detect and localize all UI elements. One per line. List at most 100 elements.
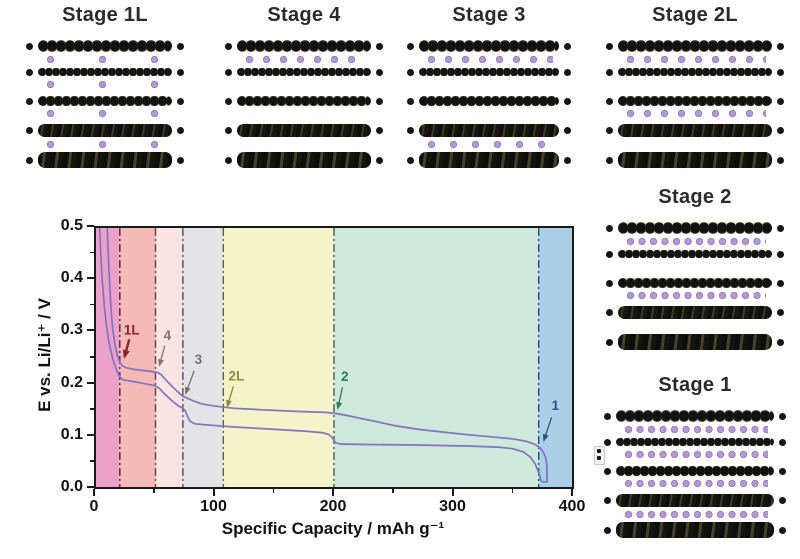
y-tick-label: 0.4 [60, 269, 83, 287]
y-minor-tick [90, 251, 94, 254]
y-tick-label: 0.3 [60, 321, 83, 339]
lithium-ion-row [622, 511, 768, 518]
x-minor-tick [511, 489, 514, 493]
x-major-tick [332, 489, 334, 496]
stage-region [119, 228, 156, 487]
x-major-tick [93, 489, 95, 496]
y-major-tick [87, 433, 94, 436]
x-major-tick [571, 489, 573, 496]
lithium-ion-row [622, 451, 768, 458]
y-tick-label: 0.0 [60, 478, 83, 495]
annotation-arrowhead [158, 358, 164, 367]
x-minor-tick [272, 489, 275, 493]
lithium-ion-row [622, 426, 768, 433]
stage-region [182, 228, 224, 487]
lithium-ion-row [44, 56, 166, 63]
graphene-layer [604, 522, 786, 538]
y-major-tick [87, 486, 94, 488]
graphene-layer [606, 124, 784, 137]
graphene-layer [604, 466, 786, 476]
x-tick-label: 400 [558, 498, 586, 515]
stage-title-stage-4: Stage 4 [267, 4, 341, 26]
lithium-ion-row [243, 56, 365, 63]
voltage-curve-delithiation [106, 228, 548, 483]
panel-stage-4: Stage 4 [224, 4, 384, 172]
lithium-ion-row [425, 56, 553, 63]
y-major-tick [87, 225, 94, 227]
lithium-ion-row [624, 56, 766, 63]
graphene-layer [26, 152, 184, 168]
lithium-ion-row [44, 110, 166, 117]
voltage-capacity-chart: 1L 4 3 2L 2 1 0 100 200 300 400 0.0 0.1 0.2 0.3 0.4 0.5… [28, 202, 594, 559]
graphene-layer [407, 68, 571, 76]
y-tick-label: 0.5 [60, 217, 83, 234]
x-minor-tick [392, 489, 394, 493]
stage-annotation-label: 3 [195, 352, 203, 367]
graphene-layer [26, 68, 184, 76]
y-axis-title: E vs. Li/Li⁺ / V [35, 298, 54, 412]
x-tick-label: 200 [319, 498, 347, 515]
lithium-ion-row [624, 110, 766, 117]
y-minor-tick [90, 408, 94, 410]
graphene-layer [606, 222, 784, 234]
lithium-ion-row [624, 292, 766, 299]
x-major-tick [451, 489, 454, 496]
lithium-ion-row [622, 480, 768, 487]
y-tick-label: 0.2 [60, 373, 83, 391]
stage-region [96, 228, 120, 487]
graphene-layer [606, 68, 784, 76]
graphene-layer [26, 40, 184, 52]
graphene-layer [604, 438, 786, 446]
stage-annotation-label: 2L [229, 369, 245, 384]
y-minor-tick [90, 460, 94, 462]
stage-region [223, 228, 334, 487]
graphene-layer [606, 250, 784, 258]
lithium-ion-row [44, 141, 166, 148]
panel-stage-2L: Stage 2L [605, 4, 785, 172]
graphene-layer [606, 96, 784, 106]
crystal-structure-stage-2 [605, 222, 785, 354]
annotation-arrow [544, 417, 553, 437]
graphene-layer [407, 124, 571, 137]
annotation-arrow [227, 386, 234, 403]
graphene-layer [606, 334, 784, 350]
y-minor-tick [90, 356, 94, 358]
graphene-layer [606, 152, 784, 168]
crystal-structure-stage-2L [605, 40, 785, 172]
x-tick-label: 300 [439, 498, 466, 515]
graphene-layer [225, 40, 383, 52]
lithium-ion-row [624, 238, 766, 245]
lithium-ion-row [425, 141, 553, 148]
panel-stage-1: Stage 1 [603, 374, 787, 542]
panel-stage-1L: Stage 1L [25, 4, 185, 172]
x-tick-label: 0 [89, 498, 99, 515]
stage-title-stage-1L: Stage 1L [62, 4, 148, 26]
crystal-structure-stage-1 [603, 410, 787, 542]
annotation-arrow [338, 387, 344, 405]
annotation-arrowhead [185, 386, 191, 395]
stage-title-stage-1: Stage 1 [658, 374, 732, 396]
stage-annotation-label: 2 [341, 369, 349, 384]
y-tick-label: 0.1 [60, 425, 83, 443]
plot-area: 1L 4 3 2L 2 1 [94, 226, 574, 489]
stage-region [538, 228, 572, 487]
stage-annotation-label: 4 [164, 328, 172, 343]
x-major-tick [212, 489, 215, 496]
annotation-arrow [186, 370, 195, 390]
panel-stage-2: Stage 2 [605, 186, 785, 354]
annotation-arrowhead [336, 401, 343, 410]
y-major-tick [87, 277, 94, 280]
stage-annotation-label: 1 [552, 398, 560, 413]
annotation-arrowhead [542, 433, 549, 442]
lithium-ion-row [44, 81, 166, 88]
chart-canvas: 1L 4 3 2L 2 1 [96, 228, 572, 487]
graphene-layer [225, 68, 383, 76]
crystal-structure-stage-3 [406, 40, 572, 172]
stage-title-stage-3: Stage 3 [452, 4, 526, 26]
graphene-layer [604, 410, 786, 422]
stage-title-stage-2L: Stage 2L [652, 4, 738, 26]
graphene-layer [26, 124, 184, 137]
annotation-arrowhead [226, 399, 232, 408]
graphene-layer [26, 96, 184, 106]
